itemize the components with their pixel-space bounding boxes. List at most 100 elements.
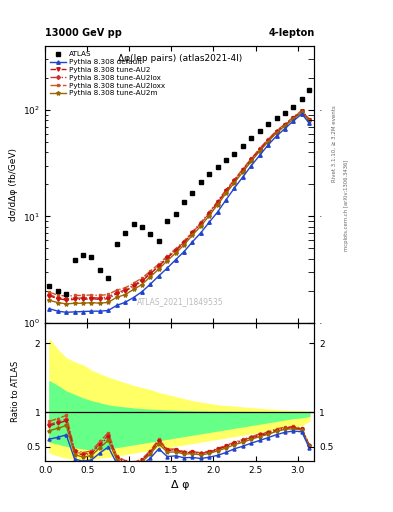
Pythia 8.308 tune-AU2 <box>55 295 60 302</box>
Pythia 8.308 tune-AU2 <box>64 297 69 303</box>
Pythia 8.308 tune-AU2m <box>131 286 136 292</box>
ATLAS <box>307 87 312 93</box>
Pythia 8.308 tune-AU2m <box>274 130 279 136</box>
Pythia 8.308 tune-AU2loxx <box>140 275 144 281</box>
ATLAS <box>55 288 60 294</box>
ATLAS <box>131 221 136 227</box>
Y-axis label: dσ/dΔφ (fb/GeV): dσ/dΔφ (fb/GeV) <box>9 148 18 221</box>
Pythia 8.308 tune-AU2 <box>97 296 102 303</box>
Pythia 8.308 tune-AU2lox <box>198 220 203 226</box>
Pythia 8.308 tune-AU2lox <box>274 129 279 135</box>
Pythia 8.308 tune-AU2lox <box>224 187 228 194</box>
Pythia 8.308 default <box>47 306 52 312</box>
ATLAS <box>190 190 195 196</box>
Pythia 8.308 tune-AU2m <box>106 300 111 306</box>
Pythia 8.308 tune-AU2lox <box>266 137 270 143</box>
Line: Pythia 8.308 tune-AU2: Pythia 8.308 tune-AU2 <box>48 110 311 302</box>
Pythia 8.308 tune-AU2m <box>173 250 178 256</box>
Pythia 8.308 tune-AU2loxx <box>182 238 186 244</box>
Pythia 8.308 tune-AU2lox <box>156 263 161 269</box>
Pythia 8.308 tune-AU2loxx <box>307 116 312 122</box>
Pythia 8.308 tune-AU2loxx <box>224 187 228 193</box>
Pythia 8.308 tune-AU2lox <box>47 292 52 298</box>
Pythia 8.308 tune-AU2m <box>224 190 228 196</box>
ATLAS <box>283 110 287 116</box>
Pythia 8.308 tune-AU2 <box>190 230 195 236</box>
Pythia 8.308 tune-AU2lox <box>89 294 94 301</box>
Pythia 8.308 tune-AU2m <box>165 258 169 264</box>
Pythia 8.308 tune-AU2lox <box>215 199 220 205</box>
Pythia 8.308 tune-AU2loxx <box>266 136 270 142</box>
Pythia 8.308 tune-AU2lox <box>182 239 186 245</box>
Pythia 8.308 tune-AU2lox <box>257 146 262 152</box>
Pythia 8.308 tune-AU2 <box>207 210 211 217</box>
Pythia 8.308 tune-AU2loxx <box>106 291 111 297</box>
Pythia 8.308 tune-AU2lox <box>81 295 85 301</box>
Pythia 8.308 tune-AU2m <box>72 300 77 306</box>
ATLAS <box>198 179 203 185</box>
Pythia 8.308 tune-AU2m <box>291 116 296 122</box>
Pythia 8.308 tune-AU2lox <box>283 121 287 127</box>
Pythia 8.308 tune-AU2 <box>232 178 237 184</box>
Pythia 8.308 tune-AU2lox <box>232 177 237 183</box>
Pythia 8.308 tune-AU2 <box>283 122 287 129</box>
Pythia 8.308 tune-AU2lox <box>249 156 253 162</box>
Pythia 8.308 tune-AU2 <box>72 296 77 303</box>
Pythia 8.308 tune-AU2loxx <box>232 177 237 183</box>
Pythia 8.308 tune-AU2loxx <box>241 166 245 172</box>
Pythia 8.308 default <box>266 142 270 148</box>
Pythia 8.308 tune-AU2 <box>173 248 178 254</box>
ATLAS <box>81 252 85 259</box>
Pythia 8.308 tune-AU2 <box>182 240 186 246</box>
Pythia 8.308 tune-AU2lox <box>148 270 153 276</box>
ATLAS <box>97 267 102 273</box>
ATLAS <box>207 171 211 177</box>
Pythia 8.308 default <box>224 197 228 203</box>
Pythia 8.308 tune-AU2m <box>81 300 85 306</box>
Pythia 8.308 default <box>72 309 77 315</box>
Pythia 8.308 tune-AU2 <box>165 255 169 261</box>
ATLAS <box>241 143 245 149</box>
Pythia 8.308 tune-AU2loxx <box>55 292 60 298</box>
ATLAS <box>165 218 169 224</box>
Pythia 8.308 tune-AU2m <box>47 297 52 304</box>
Legend: ATLAS, Pythia 8.308 default, Pythia 8.308 tune-AU2, Pythia 8.308 tune-AU2lox, Py: ATLAS, Pythia 8.308 default, Pythia 8.30… <box>49 50 167 98</box>
Pythia 8.308 tune-AU2lox <box>64 296 69 302</box>
Text: Rivet 3.1.10, ≥ 3.2M events: Rivet 3.1.10, ≥ 3.2M events <box>332 105 337 182</box>
Pythia 8.308 default <box>307 120 312 126</box>
Pythia 8.308 tune-AU2m <box>307 118 312 124</box>
Pythia 8.308 tune-AU2loxx <box>114 287 119 293</box>
Pythia 8.308 default <box>81 308 85 314</box>
Pythia 8.308 default <box>257 152 262 158</box>
Pythia 8.308 tune-AU2lox <box>173 247 178 253</box>
Line: Pythia 8.308 tune-AU2lox: Pythia 8.308 tune-AU2lox <box>48 110 311 300</box>
Pythia 8.308 tune-AU2loxx <box>156 261 161 267</box>
ATLAS <box>106 275 111 282</box>
ATLAS <box>89 254 94 261</box>
Line: Pythia 8.308 default: Pythia 8.308 default <box>48 112 311 314</box>
Pythia 8.308 tune-AU2loxx <box>173 246 178 252</box>
Pythia 8.308 tune-AU2 <box>89 295 94 302</box>
ATLAS <box>224 157 228 163</box>
Pythia 8.308 tune-AU2 <box>291 115 296 121</box>
ATLAS <box>114 241 119 247</box>
Pythia 8.308 tune-AU2lox <box>106 294 111 300</box>
Pythia 8.308 tune-AU2 <box>81 296 85 303</box>
Pythia 8.308 tune-AU2loxx <box>190 228 195 234</box>
ATLAS <box>266 121 270 127</box>
ATLAS <box>215 164 220 170</box>
Pythia 8.308 tune-AU2loxx <box>131 280 136 286</box>
Pythia 8.308 tune-AU2loxx <box>198 220 203 226</box>
ATLAS <box>173 211 178 217</box>
Pythia 8.308 default <box>140 289 144 295</box>
Pythia 8.308 tune-AU2m <box>140 282 144 288</box>
Text: 13000 GeV pp: 13000 GeV pp <box>45 28 122 38</box>
Pythia 8.308 tune-AU2 <box>123 288 127 294</box>
Pythia 8.308 tune-AU2 <box>156 263 161 269</box>
ATLAS <box>148 231 153 237</box>
Pythia 8.308 tune-AU2lox <box>140 277 144 283</box>
Pythia 8.308 default <box>182 248 186 254</box>
Pythia 8.308 default <box>283 125 287 132</box>
Pythia 8.308 tune-AU2lox <box>241 166 245 173</box>
Pythia 8.308 tune-AU2m <box>156 266 161 272</box>
